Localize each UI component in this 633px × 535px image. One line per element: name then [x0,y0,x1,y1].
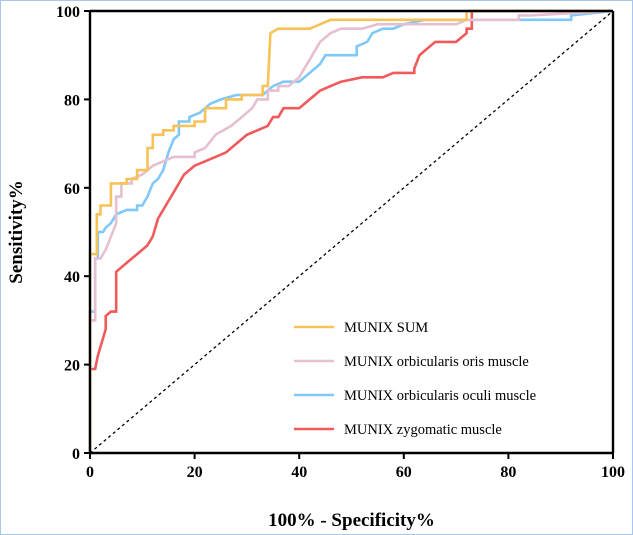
y-tick-label: 40 [64,269,80,286]
y-axis-title: Sensitivity% [6,180,27,283]
series-line-1 [88,9,614,453]
legend-label-2: MUNIX orbicularis oculi muscle [344,388,536,404]
legend: MUNIX SUM MUNIX orbicularis oris muscle MU… [294,320,536,438]
x-tick-label: 20 [187,464,203,481]
series-line-3 [88,9,613,453]
legend-label-1: MUNIX orbicularis oris muscle [344,354,529,370]
x-tick-label: 0 [86,464,94,481]
x-tick-label: 80 [500,464,516,481]
x-tick-label: 40 [291,464,307,481]
x-axis-title: 100% - Specificity% [268,510,435,531]
legend-label-3: MUNIX zygomatic muscle [344,422,502,438]
y-tick-label: 60 [64,181,80,198]
y-tick-label: 80 [64,92,80,109]
y-tick-label: 100 [56,4,80,21]
y-tick-label: 20 [64,358,80,375]
series-line-2 [88,9,614,453]
legend-label-0: MUNIX SUM [344,320,428,336]
x-tick-label: 60 [396,464,412,481]
reference-diagonal-line [89,10,614,454]
series-line-0 [88,9,613,453]
y-tick-label: 0 [72,446,80,463]
x-tick-label: 100 [601,464,625,481]
